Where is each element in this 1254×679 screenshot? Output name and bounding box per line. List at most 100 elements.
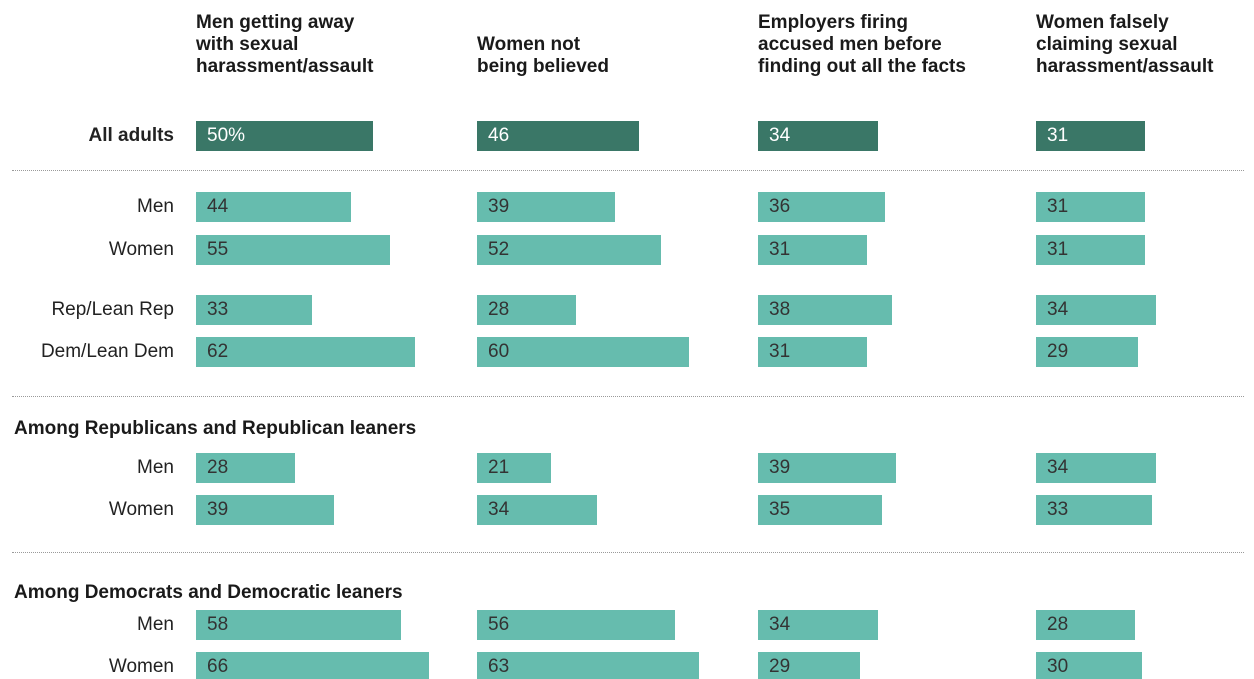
bar: 28 [196, 453, 295, 483]
row-label: Women [108, 499, 174, 520]
row-label: Women [108, 656, 174, 677]
column-header-line: Women falsely [1036, 12, 1169, 33]
bar-value-label: 36 [769, 196, 791, 217]
bar-value-label: 52 [488, 239, 510, 260]
row-label: Dem/Lean Dem [40, 341, 174, 362]
bar-value-label: 60 [488, 341, 510, 362]
bar: 46 [477, 121, 639, 151]
column-header-line: being believed [477, 56, 609, 77]
bar: 63 [477, 652, 699, 679]
bar-value-label: 66 [207, 656, 229, 677]
section-heading: Among Democrats and Democratic leaners [14, 582, 403, 603]
bar-value-label: 30 [1047, 656, 1069, 677]
bar: 31 [1036, 121, 1145, 151]
bar: 31 [1036, 235, 1145, 265]
bar-value-label: 56 [488, 614, 510, 635]
bar: 34 [758, 610, 878, 640]
column-header: Men getting away with sexual harassment/as… [196, 12, 373, 78]
bar-value-label: 38 [769, 299, 791, 320]
row-label: Women [108, 239, 174, 260]
bar: 39 [196, 495, 334, 525]
bar-value-label: 44 [207, 196, 229, 217]
bar-value-label: 31 [769, 239, 791, 260]
column-header-line: harassment/assault [196, 56, 374, 77]
bar: 31 [1036, 192, 1145, 222]
column-header: Employers firing accused men before findin… [758, 12, 966, 78]
bar: 36 [758, 192, 885, 222]
bar: 34 [758, 121, 878, 151]
bar: 50% [196, 121, 373, 151]
bar: 21 [477, 453, 551, 483]
column-header: Women falsely claiming sexual harassment/a… [1036, 12, 1213, 78]
bar: 34 [477, 495, 597, 525]
column-header-line: harassment/assault [1036, 56, 1214, 77]
bar-value-label: 34 [769, 125, 791, 146]
bar: 60 [477, 337, 689, 367]
row-label: Men [137, 196, 174, 217]
bar: 55 [196, 235, 390, 265]
column-header-line: finding out all the facts [758, 56, 966, 77]
bar: 33 [196, 295, 312, 325]
column-header: Women not being believed [477, 34, 609, 78]
bar-value-label: 39 [488, 196, 510, 217]
bar-value-label: 29 [769, 656, 791, 677]
section-divider [12, 552, 1244, 553]
bar-value-label: 58 [207, 614, 229, 635]
bar: 58 [196, 610, 401, 640]
bar: 29 [1036, 337, 1138, 367]
bar: 39 [758, 453, 896, 483]
bar-value-label: 34 [1047, 457, 1069, 478]
bar: 31 [758, 337, 867, 367]
bar: 56 [477, 610, 675, 640]
bar: 33 [1036, 495, 1152, 525]
column-header-line: accused men before [758, 34, 942, 55]
bar-value-label: 28 [1047, 614, 1069, 635]
column-header-line: claiming sexual [1036, 34, 1178, 55]
bar: 38 [758, 295, 892, 325]
bar-value-label: 31 [1047, 239, 1069, 260]
bar: 34 [1036, 295, 1156, 325]
row-label: Rep/Lean Rep [51, 299, 174, 320]
bar-value-label: 55 [207, 239, 229, 260]
bar-value-label: 39 [769, 457, 791, 478]
section-divider [12, 396, 1244, 397]
bar-value-label: 50% [207, 125, 246, 146]
bar: 35 [758, 495, 882, 525]
bar: 28 [1036, 610, 1135, 640]
bar-value-label: 31 [1047, 196, 1069, 217]
bar-value-label: 46 [488, 125, 510, 146]
bar-value-label: 35 [769, 499, 791, 520]
bar-value-label: 63 [488, 656, 510, 677]
bar-value-label: 29 [1047, 341, 1069, 362]
bar: 39 [477, 192, 615, 222]
column-header-line: Men getting away [196, 12, 355, 33]
bar-value-label: 34 [769, 614, 791, 635]
bar-value-label: 33 [1047, 499, 1069, 520]
bar: 62 [196, 337, 415, 367]
bar-value-label: 34 [1047, 299, 1069, 320]
bar-value-label: 34 [488, 499, 510, 520]
bar-value-label: 28 [488, 299, 510, 320]
bar-value-label: 62 [207, 341, 229, 362]
bar-value-label: 31 [769, 341, 791, 362]
bar-value-label: 28 [207, 457, 229, 478]
bar-value-label: 31 [1047, 125, 1069, 146]
bar: 52 [477, 235, 661, 265]
row-label: Men [137, 614, 174, 635]
bar: 31 [758, 235, 867, 265]
column-header-line: Employers firing [758, 12, 908, 33]
row-label: Men [137, 457, 174, 478]
column-header-line: with sexual [196, 34, 299, 55]
bar: 29 [758, 652, 860, 679]
section-heading: Among Republicans and Republican leaners [14, 418, 417, 439]
bar-value-label: 33 [207, 299, 229, 320]
bar-value-label: 39 [207, 499, 229, 520]
bar: 28 [477, 295, 576, 325]
section-divider [12, 170, 1244, 171]
bar: 44 [196, 192, 351, 222]
bar: 30 [1036, 652, 1142, 679]
bar: 34 [1036, 453, 1156, 483]
bar-value-label: 21 [488, 457, 510, 478]
bar: 66 [196, 652, 429, 679]
